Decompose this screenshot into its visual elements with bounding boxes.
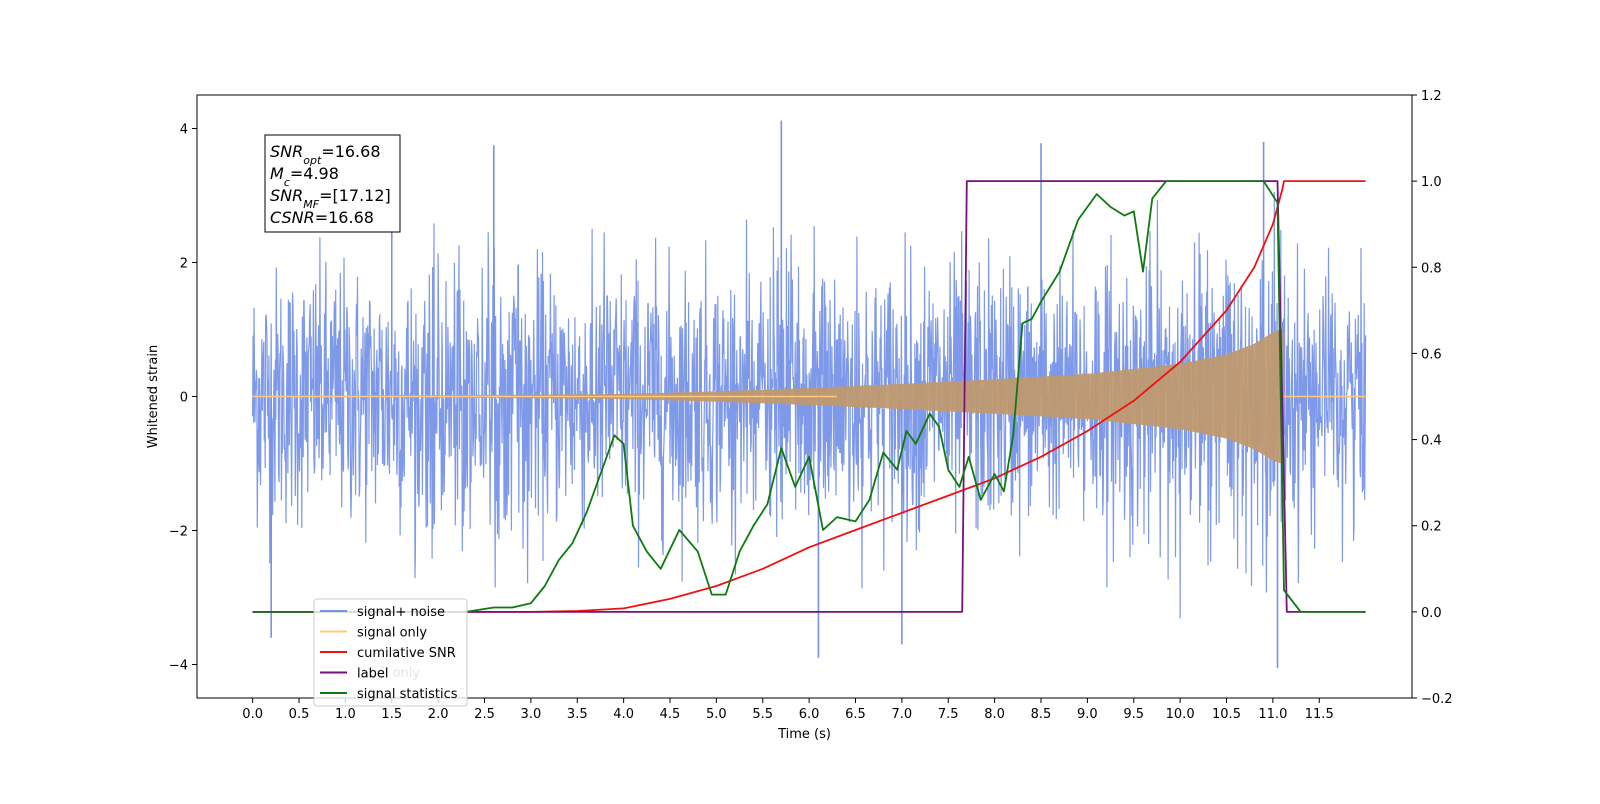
y2-tick-label: −0.2 bbox=[1421, 692, 1453, 707]
annotation-line: CSNR=16.68 bbox=[270, 208, 374, 227]
annotation-line: Mc=4.98 bbox=[270, 164, 339, 189]
y-tick-label: −2 bbox=[169, 525, 188, 540]
x-tick-label: 11.0 bbox=[1258, 707, 1287, 722]
x-tick-label: 11.5 bbox=[1305, 707, 1334, 722]
y-axis-label: Whitened strain bbox=[146, 345, 161, 448]
x-tick-label: 9.5 bbox=[1123, 707, 1144, 722]
x-tick-label: 4.0 bbox=[613, 707, 634, 722]
x-tick-label: 5.5 bbox=[752, 707, 773, 722]
legend-frame bbox=[313, 598, 468, 707]
x-tick-label: 8.0 bbox=[984, 707, 1005, 722]
x-tick-label: 1.0 bbox=[335, 707, 356, 722]
series-signal-statistics-line bbox=[252, 180, 1366, 613]
x-tick-label: 10.0 bbox=[1166, 707, 1195, 722]
y2-tick-label: 0.0 bbox=[1421, 606, 1442, 621]
x-tick-label: 10.5 bbox=[1212, 707, 1241, 722]
x-tick-label: 3.5 bbox=[567, 707, 588, 722]
y2-tick-label: 0.6 bbox=[1421, 347, 1442, 362]
y2-tick-label: 0.4 bbox=[1421, 434, 1442, 449]
annotation-line: SNRopt=16.68 bbox=[270, 142, 381, 167]
x-tick-label: 6.0 bbox=[799, 707, 820, 722]
y2-tick-label: 1.0 bbox=[1421, 175, 1442, 190]
ticks: 0.0 0.5 1.0 1.5 2.0 2.5 3.0 3.5 4.0 4.5 5.0 5.5 6.0 6… bbox=[169, 89, 1453, 722]
y2-tick-label: 0.8 bbox=[1421, 261, 1442, 276]
x-tick-label: 8.5 bbox=[1031, 707, 1052, 722]
legend-label: signal only bbox=[357, 626, 427, 641]
y-tick-label: 2 bbox=[180, 257, 188, 272]
x-tick-label: 2.0 bbox=[428, 707, 449, 722]
x-tick-label: 2.5 bbox=[474, 707, 495, 722]
series-signal-noise-line bbox=[252, 191, 1367, 619]
plot-area bbox=[252, 120, 1367, 668]
x-tick-label: 1.5 bbox=[381, 707, 402, 722]
series-cumulative-snr-line bbox=[252, 180, 1366, 613]
x-axis-label: Time (s) bbox=[777, 727, 831, 742]
y2-tick-label: 1.2 bbox=[1421, 89, 1442, 104]
y-tick-label: −4 bbox=[169, 659, 188, 674]
annotation-border bbox=[264, 134, 401, 233]
legend-label: signal+ noise bbox=[357, 605, 445, 620]
y2-tick-label: 0.2 bbox=[1421, 520, 1442, 535]
legend-label: cumilative SNR bbox=[357, 646, 456, 661]
x-tick-label: 3.0 bbox=[521, 707, 542, 722]
x-tick-label: 0.0 bbox=[242, 707, 263, 722]
x-tick-label: 4.5 bbox=[660, 707, 681, 722]
x-tick-label: 5.0 bbox=[706, 707, 727, 722]
x-tick-label: 7.5 bbox=[938, 707, 959, 722]
legend-label: signal statistics bbox=[357, 687, 458, 702]
x-tick-label: 0.5 bbox=[289, 707, 310, 722]
x-tick-label: 9.0 bbox=[1077, 707, 1098, 722]
legend-label: label bbox=[357, 667, 388, 682]
y-tick-label: 4 bbox=[180, 123, 188, 138]
annotation-line: SNRMF=[17.12] bbox=[270, 186, 391, 211]
x-tick-label: 7.0 bbox=[892, 707, 913, 722]
y-tick-label: 0 bbox=[180, 391, 188, 406]
x-tick-label: 6.5 bbox=[845, 707, 866, 722]
annotation-box: SNRopt=16.68Mc=4.98SNRMF=[17.12]CSNR=16.… bbox=[264, 134, 401, 233]
